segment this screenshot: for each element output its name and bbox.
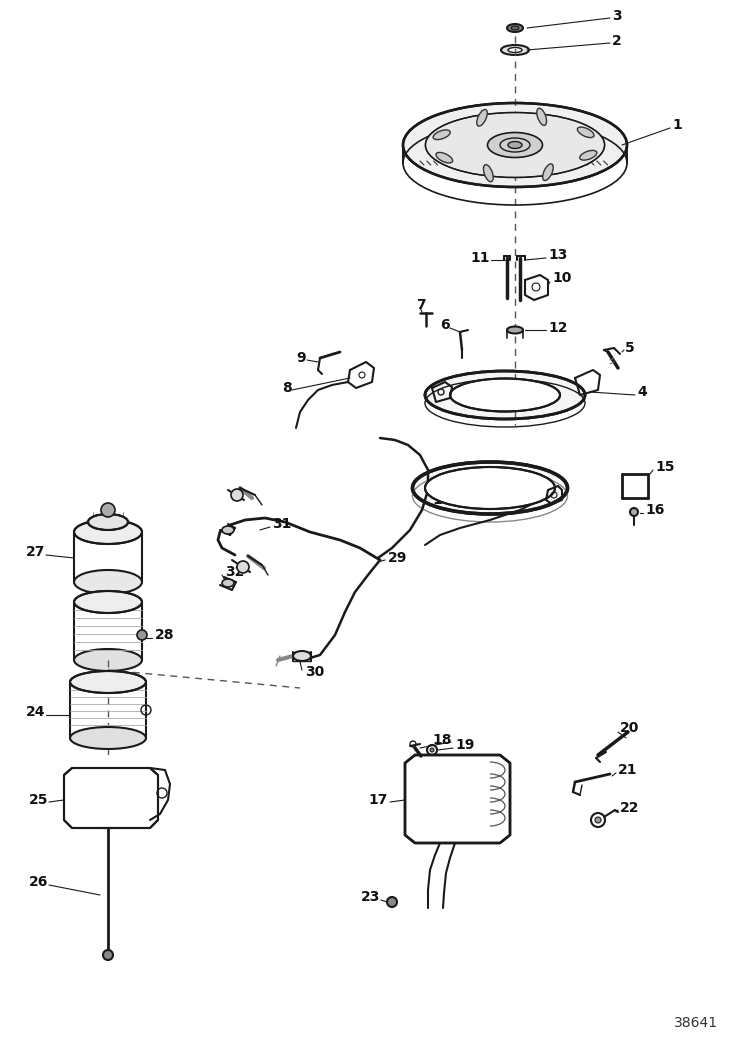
Circle shape: [231, 489, 243, 501]
Ellipse shape: [74, 591, 142, 613]
Text: 7: 7: [416, 298, 426, 312]
Circle shape: [101, 503, 115, 517]
Text: 10: 10: [552, 271, 572, 286]
Text: 22: 22: [620, 801, 640, 815]
Ellipse shape: [484, 165, 494, 181]
Circle shape: [430, 748, 434, 752]
Ellipse shape: [413, 462, 568, 514]
Ellipse shape: [74, 649, 142, 671]
Text: 14: 14: [433, 493, 452, 507]
Text: 31: 31: [272, 517, 291, 531]
Text: 25: 25: [28, 793, 48, 807]
Ellipse shape: [508, 48, 522, 52]
Circle shape: [103, 950, 113, 960]
Text: 18: 18: [433, 733, 452, 747]
Text: 8: 8: [282, 381, 292, 395]
Ellipse shape: [488, 132, 542, 157]
Ellipse shape: [507, 24, 523, 32]
Ellipse shape: [74, 520, 142, 544]
Text: 16: 16: [645, 503, 664, 517]
Text: 30: 30: [305, 665, 324, 679]
Text: 13: 13: [548, 248, 567, 262]
Ellipse shape: [537, 108, 547, 125]
Text: 27: 27: [26, 545, 45, 559]
Ellipse shape: [436, 152, 453, 163]
Ellipse shape: [88, 514, 128, 530]
Text: 9: 9: [296, 351, 306, 365]
Ellipse shape: [70, 671, 146, 693]
Text: 24: 24: [26, 705, 45, 719]
Text: 19: 19: [455, 738, 474, 752]
Ellipse shape: [425, 113, 604, 177]
Ellipse shape: [501, 45, 529, 55]
Text: 32: 32: [225, 565, 245, 579]
Text: 21: 21: [618, 763, 638, 777]
Text: 20: 20: [620, 721, 639, 735]
Text: 5: 5: [625, 341, 634, 355]
Text: 4: 4: [637, 384, 646, 399]
Text: 38641: 38641: [674, 1016, 718, 1029]
Circle shape: [387, 897, 397, 907]
Ellipse shape: [403, 103, 627, 187]
Text: 17: 17: [369, 793, 388, 807]
Text: 1: 1: [672, 118, 682, 132]
Ellipse shape: [511, 26, 519, 30]
Ellipse shape: [578, 127, 594, 138]
Ellipse shape: [293, 651, 311, 661]
Ellipse shape: [507, 326, 523, 333]
Text: 2: 2: [612, 34, 622, 48]
Ellipse shape: [222, 526, 234, 534]
Text: 29: 29: [388, 551, 407, 565]
Circle shape: [595, 817, 601, 823]
Circle shape: [630, 508, 638, 516]
Ellipse shape: [508, 142, 522, 149]
Ellipse shape: [425, 371, 585, 419]
Text: 12: 12: [548, 321, 568, 334]
Ellipse shape: [74, 570, 142, 594]
Text: 26: 26: [28, 875, 48, 889]
Text: 15: 15: [655, 460, 674, 474]
Ellipse shape: [543, 164, 554, 180]
Ellipse shape: [70, 727, 146, 749]
Ellipse shape: [580, 150, 597, 160]
Circle shape: [137, 630, 147, 640]
Text: 11: 11: [470, 251, 490, 265]
Ellipse shape: [477, 109, 488, 126]
Ellipse shape: [425, 467, 555, 508]
Ellipse shape: [433, 130, 450, 140]
Text: 23: 23: [361, 890, 380, 904]
Circle shape: [237, 561, 249, 573]
Text: 28: 28: [155, 628, 175, 642]
Ellipse shape: [222, 579, 234, 587]
Text: 6: 6: [440, 318, 450, 332]
Ellipse shape: [450, 378, 560, 412]
Text: 3: 3: [612, 9, 622, 23]
